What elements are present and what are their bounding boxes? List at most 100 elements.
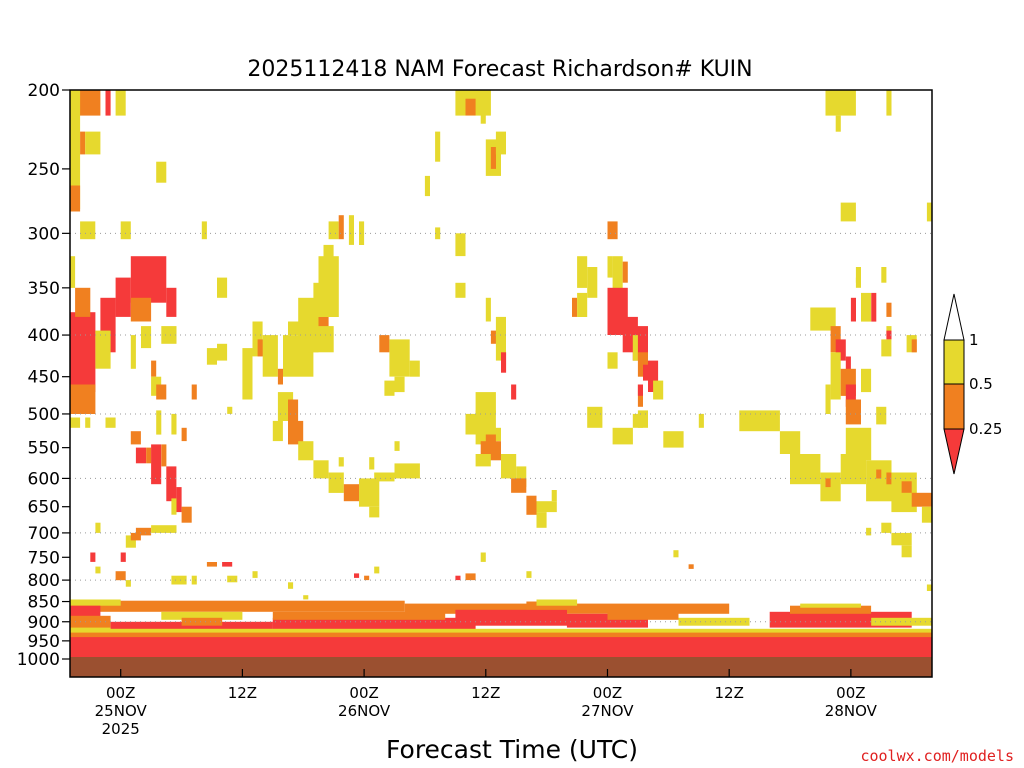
ri-cell-yellow xyxy=(653,380,664,400)
ri-cell-orange xyxy=(70,600,405,612)
ri-cell-yellow xyxy=(526,571,532,578)
colorbar-label: 1 xyxy=(969,331,979,349)
ri-cell-yellow xyxy=(663,431,684,448)
colorbar-legend: 1 0.5 0.25 xyxy=(943,293,1002,475)
ri-cell-yellow xyxy=(678,617,750,626)
ri-cell-yellow xyxy=(328,221,339,240)
ri-cell-yellow xyxy=(374,472,395,482)
ri-cell-red xyxy=(222,562,233,567)
ri-cell-yellow xyxy=(409,360,420,377)
ri-cell-orange xyxy=(272,611,446,620)
ri-cell-red xyxy=(272,617,476,630)
ri-cell-yellow xyxy=(156,161,167,183)
ri-cell-yellow xyxy=(861,368,872,393)
x-tick-label: 00Z xyxy=(836,684,865,702)
ri-cell-orange xyxy=(911,339,917,353)
ri-cell-red xyxy=(835,339,846,361)
ri-cell-orange xyxy=(70,631,932,638)
ri-cell-orange xyxy=(886,302,892,317)
ri-cell-red xyxy=(354,573,360,578)
ri-cell-yellow xyxy=(328,472,344,493)
ri-cell-orange xyxy=(135,527,152,536)
ri-cell-yellow xyxy=(495,316,506,361)
ri-cell-yellow xyxy=(272,420,283,442)
ri-cell-yellow xyxy=(480,98,486,124)
ri-cell-yellow xyxy=(171,575,187,585)
ri-cell-yellow xyxy=(70,256,76,288)
ri-cell-yellow xyxy=(891,532,912,546)
ri-cell-orange xyxy=(181,617,223,626)
ri-cell-orange xyxy=(338,215,344,240)
x-tick-label: 00Z xyxy=(349,684,378,702)
ri-cell-orange xyxy=(465,573,476,581)
ground-layer xyxy=(70,657,932,677)
ri-cell-yellow xyxy=(171,413,177,435)
ri-cell-orange xyxy=(343,484,359,502)
ri-cell-orange xyxy=(364,575,370,581)
credit-text[interactable]: coolwx.com/models xyxy=(860,747,1014,765)
ri-cell-yellow xyxy=(227,406,233,414)
ri-cell-yellow xyxy=(612,256,623,298)
ri-cell-yellow xyxy=(632,413,643,428)
ri-cell-yellow xyxy=(536,512,547,528)
ri-cell-yellow xyxy=(80,221,96,240)
ri-cell-yellow xyxy=(698,413,704,428)
ri-cell-yellow xyxy=(227,575,238,583)
ri-cell-red xyxy=(176,487,182,513)
plot-frame xyxy=(69,89,933,678)
ri-cell-orange xyxy=(181,506,192,523)
ri-cell-red xyxy=(501,352,507,373)
ri-cell-yellow xyxy=(308,326,334,353)
ri-cell-red xyxy=(648,360,659,392)
ri-cell-orange xyxy=(70,185,81,212)
ri-cell-red xyxy=(845,356,851,373)
ri-cell-yellow xyxy=(217,343,228,361)
ri-cell-yellow xyxy=(840,454,867,485)
ri-cell-yellow xyxy=(435,131,441,162)
ri-cell-orange xyxy=(485,434,496,445)
ri-cell-yellow xyxy=(242,348,253,400)
ri-cell-yellow xyxy=(369,506,380,518)
y-tick-label-350: 350 xyxy=(28,279,60,299)
ri-cell-orange xyxy=(790,605,872,614)
ri-cell-orange xyxy=(257,339,268,357)
ri-cell-yellow xyxy=(384,380,395,396)
x-tick-label: 12Z xyxy=(228,684,257,702)
ri-cell-yellow xyxy=(217,277,228,298)
ri-cell-yellow xyxy=(475,392,496,414)
y-tick-label-950: 950 xyxy=(28,632,60,652)
ri-cell-yellow xyxy=(587,406,603,428)
ri-cell-red xyxy=(637,384,643,396)
ri-cell-orange xyxy=(622,261,628,283)
x-tick-label: 12Z xyxy=(714,684,743,702)
ri-cell-orange xyxy=(511,478,527,493)
ri-cell-red xyxy=(90,552,96,562)
ri-cell-orange xyxy=(130,431,141,445)
ri-cell-orange xyxy=(191,384,197,400)
ri-cell-red xyxy=(120,552,126,562)
y-tick-label-750: 750 xyxy=(28,548,60,568)
x-tick-label: 2025 xyxy=(102,720,140,738)
ri-cell-yellow xyxy=(881,522,892,533)
y-tick-label-550: 550 xyxy=(28,439,60,459)
ri-cell-orange xyxy=(379,335,390,353)
y-axis: 200 250 300 350 400 450 500 550 600 650 700 750 8008… xyxy=(17,81,70,670)
ri-cell-orange xyxy=(845,399,861,425)
x-tick-label: 26NOV xyxy=(338,702,391,720)
ri-cell-orange xyxy=(130,532,141,541)
x-axis-label: Forecast Time (UTC) xyxy=(386,735,638,764)
ri-cell-red xyxy=(643,364,649,381)
ri-cell-yellow xyxy=(374,566,380,574)
ri-cell-yellow xyxy=(673,550,679,558)
ri-cell-yellow xyxy=(607,352,618,369)
ri-cell-yellow xyxy=(70,417,81,428)
ri-cell-orange xyxy=(288,420,304,445)
ri-cell-yellow xyxy=(141,326,152,349)
ri-cell-yellow xyxy=(348,215,354,245)
ri-cell-yellow xyxy=(120,221,131,240)
y-tick-label-250: 250 xyxy=(28,160,60,180)
ri-cell-yellow xyxy=(85,131,101,155)
ri-cell-yellow xyxy=(855,267,861,283)
ri-cell-orange xyxy=(637,352,648,377)
colorbar-bin xyxy=(943,383,965,430)
